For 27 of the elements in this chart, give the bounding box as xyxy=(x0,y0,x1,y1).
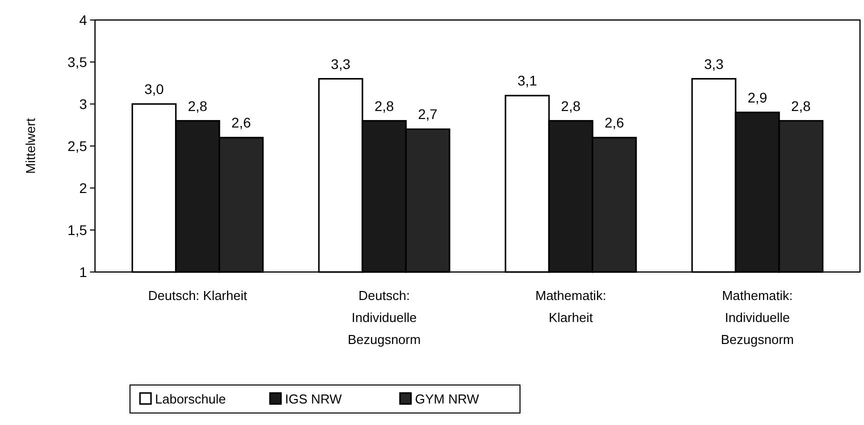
data-label: 3,3 xyxy=(704,56,724,72)
y-tick-label: 3,5 xyxy=(68,54,88,70)
y-tick-label: 3 xyxy=(79,96,88,112)
legend-label: GYM NRW xyxy=(415,392,480,407)
data-label: 2,6 xyxy=(604,114,624,131)
y-tick-label: 4 xyxy=(79,12,88,28)
data-label: 2,6 xyxy=(231,114,252,131)
x-tick-label: Deutsch: Klarheit xyxy=(148,288,248,303)
legend-label: Laborschule xyxy=(155,392,226,407)
y-tick-label: 1 xyxy=(79,264,88,280)
data-label: 2,8 xyxy=(188,98,208,114)
data-label: 2,8 xyxy=(561,98,581,114)
legend-label: IGS NRW xyxy=(285,392,343,407)
x-tick-label: Mathematik: Klarheit xyxy=(535,288,606,325)
data-label: 2,7 xyxy=(418,106,438,122)
y-tick-label: 2 xyxy=(79,180,88,196)
data-label: 2,9 xyxy=(748,89,768,106)
data-label: 3,3 xyxy=(330,56,351,72)
data-label: 2,8 xyxy=(374,98,394,114)
data-label: 3,0 xyxy=(144,81,164,97)
data-label: 2,8 xyxy=(791,98,811,114)
data-label: 3,1 xyxy=(518,72,538,89)
x-tick-label: Deutsch: Individuelle Bezugsnorm xyxy=(348,288,421,347)
x-tick-label: Mathematik: Individuelle Bezugsnorm xyxy=(720,288,794,347)
y-axis-title: Mittelwert xyxy=(23,118,38,174)
y-tick-label: 2,5 xyxy=(68,138,88,154)
y-tick-label: 1,5 xyxy=(68,222,88,238)
